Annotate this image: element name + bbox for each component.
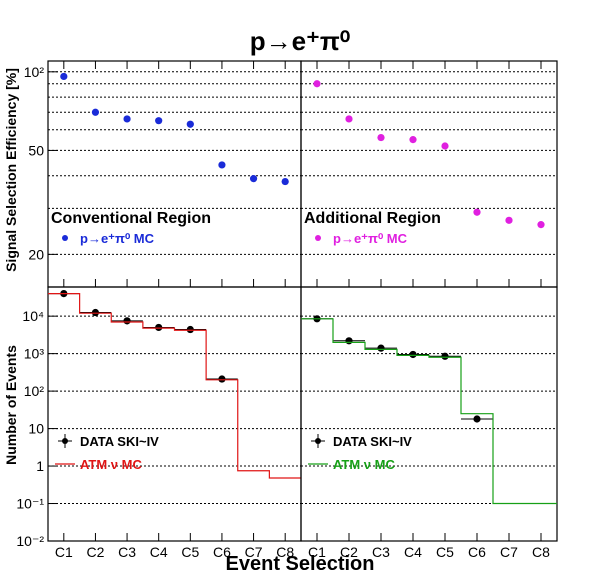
efficiency-point [218, 161, 226, 169]
x-tick-label: C8 [532, 544, 550, 560]
mc-step-histogram [301, 318, 557, 505]
y-tick-label: 10² [24, 64, 45, 80]
x-tick-label: C7 [245, 544, 263, 560]
panel-frame [300, 286, 558, 542]
data-point [155, 323, 163, 332]
efficiency-point [409, 136, 417, 144]
x-tick-label: C1 [55, 544, 73, 560]
data-point [441, 352, 449, 360]
x-tick-label: C2 [340, 544, 358, 560]
x-tick-label: C4 [404, 544, 422, 560]
y-tick-label: 10⁻¹ [16, 496, 44, 512]
legend-label: DATA SKI~IV [80, 434, 159, 449]
x-tick-label: C6 [468, 544, 486, 560]
data-point [218, 375, 226, 383]
efficiency-point [91, 108, 100, 116]
panel-efficiency-left: 20 50 10² Conventional Region p→e⁺π⁰ MC [24, 60, 302, 288]
y-tick-label: 1 [36, 458, 44, 474]
panel-frame [47, 286, 302, 542]
y-tick-label: 10 [28, 421, 44, 437]
data-point [186, 325, 194, 334]
legend-label: p→e⁺π⁰ MC [333, 231, 408, 246]
efficiency-point [60, 72, 68, 81]
region-label: Additional Region [304, 210, 441, 227]
panel-frame [300, 60, 558, 288]
efficiency-point [249, 175, 258, 183]
efficiency-point [441, 142, 449, 150]
legend-marker [62, 438, 68, 444]
data-point [473, 415, 481, 423]
legend-marker [62, 235, 68, 241]
y-tick-label: 10⁴ [22, 308, 44, 324]
efficiency-point [281, 177, 289, 186]
efficiency-point [505, 216, 513, 224]
x-axis-label: Event Selection [226, 553, 375, 575]
legend-label: DATA SKI~IV [333, 434, 412, 449]
y-tick-label: 10² [24, 383, 45, 399]
x-tick-label: C5 [181, 544, 199, 560]
x-tick-label: C7 [500, 544, 518, 560]
chart-title: p→e⁺π⁰ [250, 26, 350, 56]
panel-events-right: DATA SKI~IV ATM ν MC C1 C2 C3 C4 C5 C6 C7 C8 [300, 286, 558, 560]
y-tick-label: 10⁻² [16, 533, 44, 549]
x-tick-label: C1 [308, 544, 326, 560]
x-tick-label: C2 [86, 544, 104, 560]
efficiency-point [313, 80, 321, 88]
x-tick-label: C4 [150, 544, 168, 560]
efficiency-point [155, 117, 163, 125]
data-point [377, 344, 385, 352]
efficiency-point [537, 221, 545, 229]
legend-label: p→e⁺π⁰ MC [80, 231, 155, 246]
events-axis-label: Number of Events [3, 345, 19, 465]
data-point [123, 317, 131, 325]
legend-marker [315, 235, 321, 241]
legend-label: ATM ν MC [80, 457, 142, 472]
legend-label: ATM ν MC [333, 457, 395, 472]
panel-efficiency-right: Additional Region p→e⁺π⁰ MC [300, 60, 558, 288]
x-tick-label: C8 [276, 544, 294, 560]
y-tick-label: 20 [28, 246, 44, 262]
data-point [91, 308, 100, 317]
panel-events-left: 10⁻² 10⁻¹ 1 10 10² 10³ 10⁴ DATA SKI~IV ATM ν MC C… [16, 286, 302, 560]
x-tick-label: C6 [213, 544, 231, 560]
data-point [345, 337, 353, 345]
x-tick-label: C3 [118, 544, 136, 560]
x-tick-label: C3 [372, 544, 390, 560]
panel-frame [47, 60, 302, 288]
region-label: Conventional Region [51, 210, 211, 227]
y-tick-label: 10³ [24, 346, 45, 362]
data-point [409, 350, 417, 359]
efficiency-point [377, 133, 385, 142]
mc-step-histogram [48, 292, 301, 479]
efficiency-point [473, 208, 481, 216]
legend-marker [315, 438, 321, 444]
efficiency-axis-label: Signal Selection Efficiency [%] [3, 68, 19, 272]
efficiency-point [186, 120, 194, 128]
efficiency-point [345, 115, 353, 123]
x-tick-label: C5 [436, 544, 454, 560]
y-tick-label: 50 [28, 142, 44, 158]
efficiency-point [123, 115, 131, 123]
